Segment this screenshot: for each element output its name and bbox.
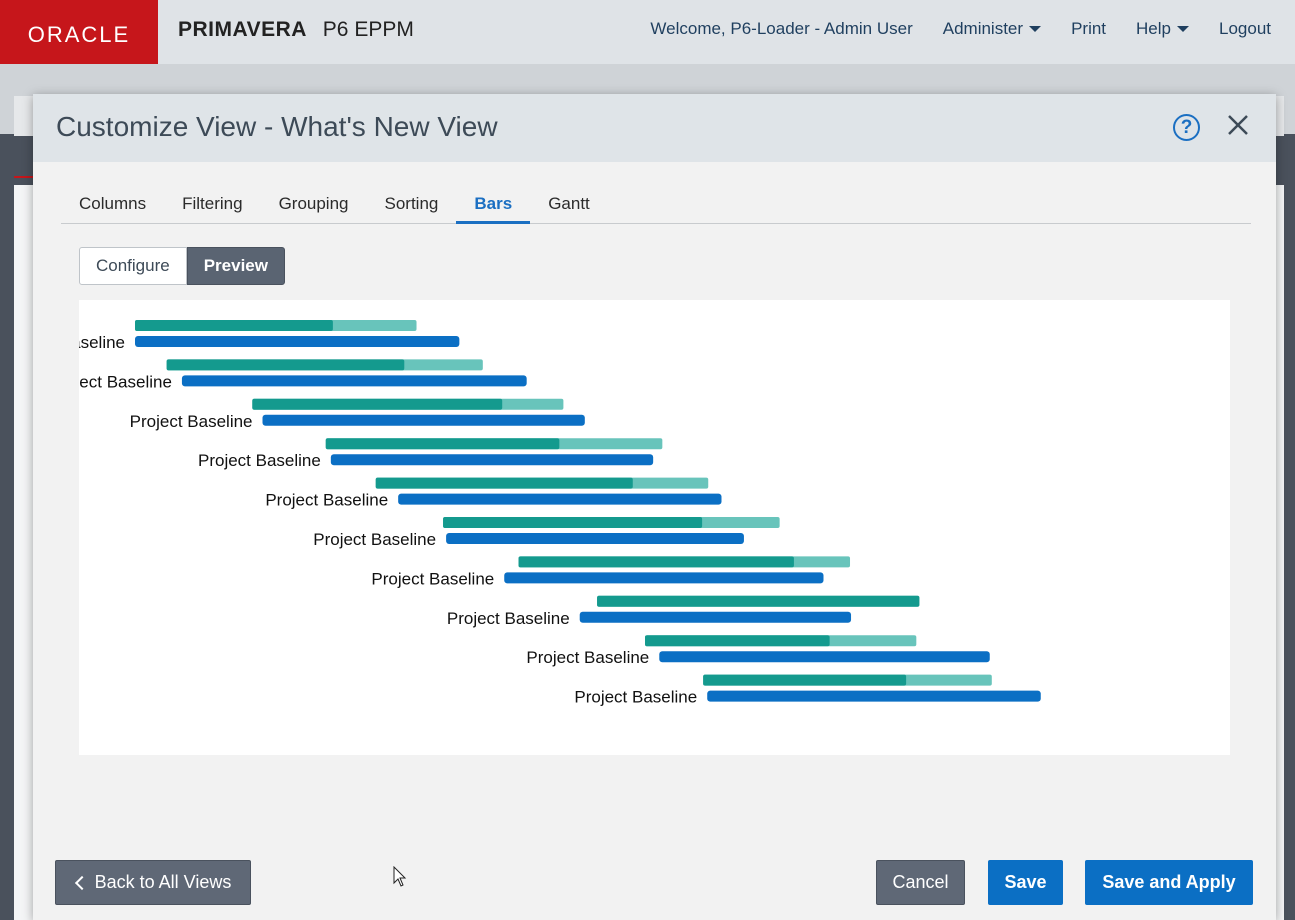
dialog-title: Customize View - What's New View [56,111,498,142]
background-accent-line [14,176,38,178]
close-icon[interactable] [1225,112,1251,138]
print-link[interactable]: Print [1071,19,1106,39]
completed-bar [375,477,633,489]
gantt-preview-chart: Project Baseline Project Baseline Project … [79,320,1041,707]
baseline-label: Project Baseline [265,491,388,510]
baseline-label: Project Baseline [371,569,494,588]
baseline-label: Project Baseline [79,333,125,352]
administer-menu[interactable]: Administer [942,19,1042,39]
completed-bar [518,556,794,568]
configure-preview-toggle: Configure Preview [79,247,285,285]
logout-label: Logout [1219,19,1271,38]
baseline-bar [446,533,744,544]
baseline-bar [181,375,527,387]
caret-down-icon [1177,26,1189,32]
mouse-pointer-icon [393,866,407,887]
print-label: Print [1071,19,1107,38]
welcome-user-link[interactable]: Welcome, P6-Loader - Admin User [650,19,912,39]
help-label: Help [1136,19,1171,38]
dialog-header: Customize View - What's New View ? [33,94,1276,162]
caret-down-icon [1029,26,1042,32]
tab-sorting[interactable]: Sorting [384,194,439,213]
preview-button[interactable]: Preview [186,247,285,285]
completed-bar [597,595,920,607]
baseline-bar [330,454,654,466]
tab-gantt[interactable]: Gantt [548,194,590,213]
oracle-logo: ORACLE [0,0,158,70]
completed-bar [443,517,703,528]
completed-bar [252,398,503,410]
baseline-bar [707,690,1041,702]
baseline-label: Project Baseline [574,688,697,707]
help-menu[interactable]: Help [1136,19,1189,39]
baseline-bar [135,336,460,347]
view-tabs: Columns Filtering Grouping Sorting Bars … [61,186,1251,224]
header-nav: Welcome, P6-Loader - Admin User Administ… [650,0,1295,58]
bars-preview-panel: Project Baseline Project Baseline Project … [79,300,1230,755]
brand-product: P6 EPPM [322,18,414,41]
tab-filtering[interactable]: Filtering [182,194,243,213]
baseline-label: Project Baseline [526,648,649,667]
baseline-bar [398,493,722,505]
product-brand: PRIMAVERA P6 EPPM [178,18,414,42]
tab-grouping[interactable]: Grouping [278,194,349,213]
baseline-label: Project Baseline [130,412,253,431]
back-label: Back to All Views [94,872,232,892]
brand-name: PRIMAVERA [178,18,307,41]
save-button[interactable]: Save [988,860,1063,905]
cancel-button[interactable]: Cancel [876,860,965,905]
baseline-label: Project Baseline [198,451,321,470]
baseline-bar [659,651,990,663]
baseline-bar [504,572,824,584]
welcome-label: Welcome, P6-Loader - Admin User [650,19,913,38]
baseline-label: Project Baseline [447,609,570,628]
baseline-bar [262,414,585,426]
baseline-label: Project Baseline [313,530,436,549]
configure-button[interactable]: Configure [79,247,187,285]
back-to-all-views-button[interactable]: Back to All Views [55,860,251,905]
app-header: ORACLE PRIMAVERA P6 EPPM Welcome, P6-Loa… [0,0,1295,70]
completed-bar [703,674,907,686]
logout-link[interactable]: Logout [1219,19,1271,39]
completed-bar [325,438,560,450]
tab-columns[interactable]: Columns [79,194,147,213]
administer-label: Administer [942,19,1024,38]
baseline-bar [579,611,852,623]
customize-view-dialog: Customize View - What's New View ? Colum… [33,94,1276,920]
baseline-label: Project Baseline [79,372,172,391]
completed-bar [166,359,405,371]
help-circle-icon[interactable]: ? [1173,114,1200,141]
tab-bars[interactable]: Bars [456,186,531,224]
chevron-left-icon [74,875,89,890]
completed-bar [645,635,830,647]
completed-bar [135,320,333,331]
save-and-apply-button[interactable]: Save and Apply [1085,860,1253,905]
